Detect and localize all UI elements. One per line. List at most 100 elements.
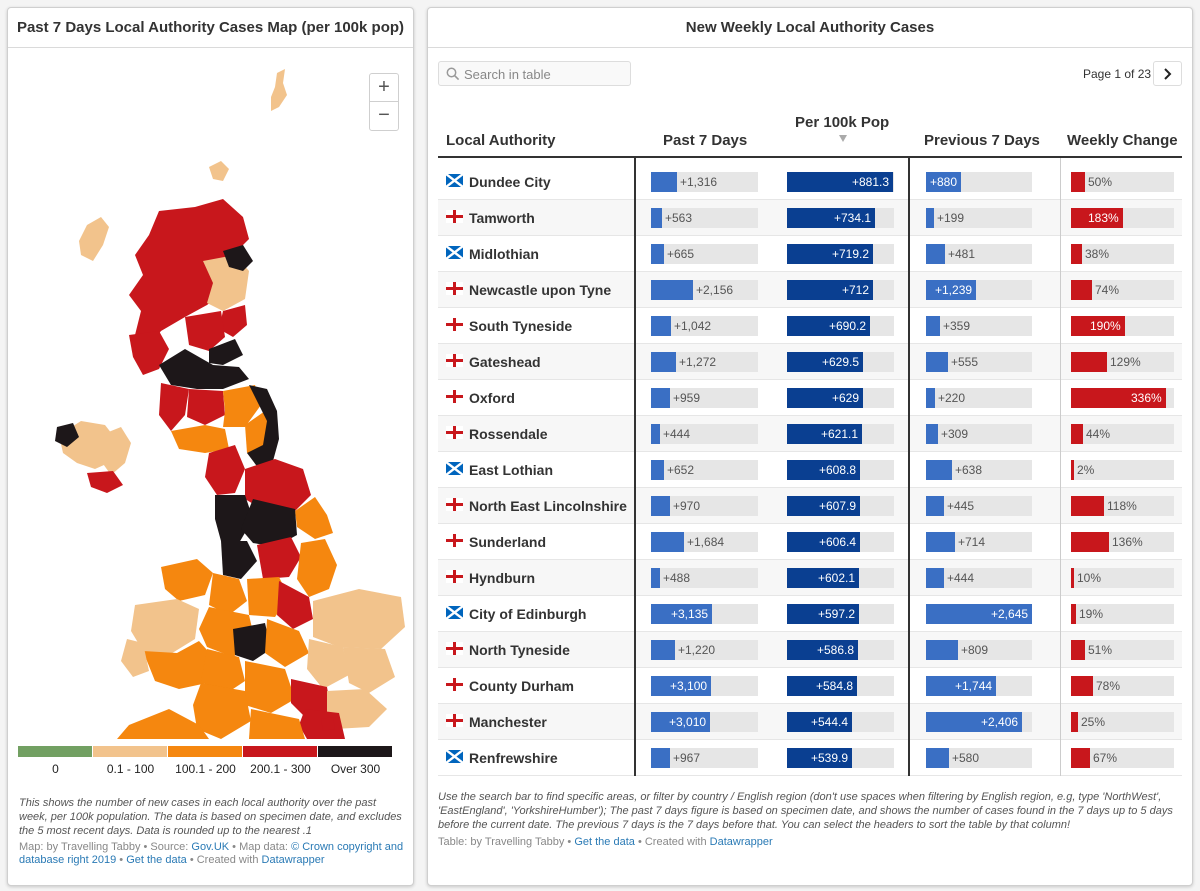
prev7-bar-track: +1,744 [926, 676, 1032, 696]
table-search[interactable] [438, 61, 631, 86]
region-shetland [271, 69, 287, 111]
past7-bar-track: +3,010 [651, 712, 758, 732]
change-value: 51% [1088, 643, 1113, 657]
search-input[interactable] [464, 65, 624, 83]
scotland-flag-icon [446, 462, 463, 475]
per100k-bar [787, 640, 858, 660]
zoom-out-button[interactable]: − [378, 104, 390, 126]
map-datawrapper-link[interactable]: Datawrapper [261, 854, 325, 866]
pagination-status: Page 1 of 23 [1083, 67, 1152, 81]
col-header-local-authority[interactable]: Local Authority [446, 132, 556, 149]
region-fife [209, 339, 243, 365]
local-authority-name: Newcastle upon Tyne [469, 282, 612, 298]
per100k-bar-track: +719.2 [787, 244, 894, 264]
past7-bar-track: +1,316 [651, 172, 758, 192]
per100k-value: +719.2 [832, 247, 870, 261]
prev7-bar [926, 640, 958, 660]
prev7-bar [926, 712, 1022, 732]
table-row: Dundee City +1,316 +881.3 +880 50% [438, 164, 1182, 200]
region-highlands [129, 199, 249, 349]
change-bar-track: 118% [1071, 496, 1174, 516]
local-authority-name: Tamworth [469, 210, 535, 226]
past7-value: +967 [673, 751, 701, 765]
col-header-per-100k[interactable]: Per 100k Pop [795, 114, 890, 131]
change-bar [1071, 172, 1085, 192]
change-value: 183% [1088, 211, 1119, 225]
change-bar-track: 336% [1071, 388, 1174, 408]
region-sw-wales [121, 639, 149, 677]
prev7-bar [926, 388, 935, 408]
region-south-west [117, 709, 209, 739]
change-bar-track: 44% [1071, 424, 1174, 444]
past7-value: +1,684 [687, 535, 725, 549]
prev7-bar-track: +580 [926, 748, 1032, 768]
scotland-flag-icon [446, 750, 463, 763]
col-header-past-7-days[interactable]: Past 7 Days [663, 132, 748, 149]
past7-value: +970 [673, 499, 701, 513]
change-bar [1071, 244, 1082, 264]
region-lincs [297, 539, 337, 597]
past7-bar [651, 748, 670, 768]
prev7-bar [926, 676, 996, 696]
change-value: 10% [1077, 571, 1102, 585]
prev7-bar [926, 532, 955, 552]
past7-value: +3,135 [671, 607, 709, 621]
table-panel: New Weekly Local Authority Cases Page 1 … [427, 7, 1193, 886]
table-datawrapper-link[interactable]: Datawrapper [709, 836, 773, 848]
per100k-bar-track: +629.5 [787, 352, 894, 372]
map-get-data-link[interactable]: Get the data [126, 854, 187, 866]
past7-bar [651, 244, 664, 264]
past7-bar-track: +967 [651, 748, 758, 768]
per100k-value: +544.4 [811, 715, 849, 729]
prev7-bar-track: +555 [926, 352, 1032, 372]
per100k-bar-track: +621.1 [787, 424, 894, 444]
region-dumfries [171, 425, 229, 453]
england-flag-icon [446, 642, 463, 655]
region-perth [185, 311, 225, 351]
change-bar-track: 190% [1071, 316, 1174, 336]
past7-bar [651, 388, 670, 408]
map-credit-prefix: Map: by Travelling Tabby • Source: [19, 841, 192, 853]
per100k-bar-track: +608.8 [787, 460, 894, 480]
change-value: 38% [1085, 247, 1110, 261]
table-title: New Weekly Local Authority Cases [428, 8, 1192, 48]
past7-bar [651, 496, 670, 516]
table-get-data-link[interactable]: Get the data [574, 836, 635, 848]
change-bar-track: 183% [1071, 208, 1174, 228]
past7-bar-track: +1,042 [651, 316, 758, 336]
england-flag-icon [446, 354, 463, 367]
prev7-value: +580 [952, 751, 980, 765]
col-header-previous-7-days[interactable]: Previous 7 Days [924, 132, 1040, 149]
local-authority-name: Renfrewshire [469, 750, 558, 766]
table-row: Tamworth +563 +734.1 +199 183% [438, 200, 1182, 236]
prev7-bar [926, 604, 1032, 624]
prev7-value: +481 [948, 247, 976, 261]
col-header-weekly-change[interactable]: Weekly Change [1067, 132, 1178, 149]
zoom-in-button[interactable]: + [370, 74, 398, 102]
past7-bar [651, 640, 675, 660]
uk-choropleth-map[interactable] [9, 49, 414, 739]
past7-bar [651, 280, 693, 300]
per100k-bar [787, 532, 860, 552]
change-bar-track: 136% [1071, 532, 1174, 552]
next-page-button[interactable] [1153, 61, 1182, 86]
map-credit-mid: • Map data: [229, 841, 292, 853]
table-row: City of Edinburgh +3,135 +597.2 +2,645 19% [438, 596, 1182, 632]
map-panel: Past 7 Days Local Authority Cases Map (p… [7, 7, 414, 886]
region-wilts [249, 709, 305, 739]
crown-copyright-link[interactable]: © Crown copyright and database right 201… [19, 841, 404, 866]
past7-bar-track: +1,272 [651, 352, 758, 372]
legend-color-bar [18, 746, 393, 757]
per100k-value: +586.8 [817, 643, 855, 657]
local-authority-name: East Lothian [469, 462, 554, 478]
past7-bar-track: +2,156 [651, 280, 758, 300]
per100k-bar-track: +606.4 [787, 532, 894, 552]
england-flag-icon [446, 210, 463, 223]
local-authority-name: Dundee City [469, 174, 551, 190]
per100k-value: +629.5 [822, 355, 860, 369]
change-value: 136% [1112, 535, 1143, 549]
past7-bar [651, 460, 664, 480]
region-cambs [307, 639, 349, 689]
source-link[interactable]: Gov.UK [191, 841, 230, 853]
prev7-value: +2,645 [991, 607, 1029, 621]
